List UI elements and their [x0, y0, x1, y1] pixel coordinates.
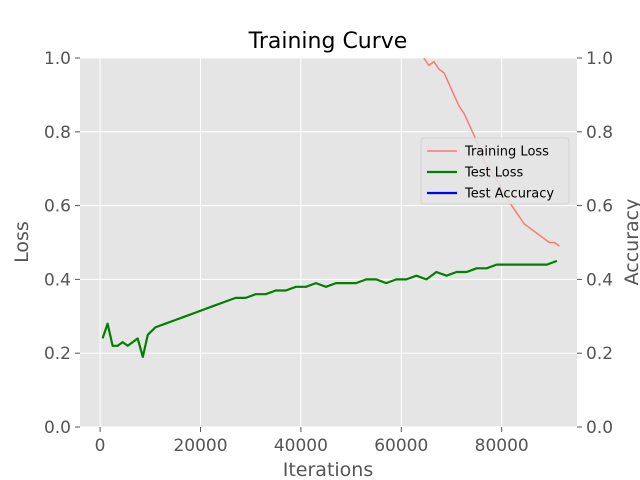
y2-tick-label: 1.0 — [586, 49, 613, 69]
plot-background — [80, 58, 577, 427]
y-tick-label: 0.2 — [44, 344, 71, 364]
x-tick-label: 20000 — [173, 436, 227, 456]
chart-title: Training Curve — [248, 29, 408, 54]
legend-box — [420, 137, 570, 205]
y-tick-label: 0.6 — [44, 197, 71, 217]
legend: Training Loss Test Loss Test Accuracy — [420, 137, 570, 205]
y-tick-label: 0.4 — [44, 270, 71, 290]
legend-entries: Training Loss Test Loss Test Accuracy — [427, 145, 554, 202]
y2-tick-label: 0.0 — [586, 418, 613, 438]
x-tick-label: 80000 — [475, 436, 529, 456]
y2-tick-label: 0.2 — [586, 344, 613, 364]
y2-axis-ticks: 0.0 0.2 0.4 0.6 0.8 1.0 — [577, 49, 613, 438]
y2-tick-label: 0.8 — [586, 123, 613, 143]
y-tick-label: 0.8 — [44, 123, 71, 143]
legend-label-training-loss: Training Loss — [464, 145, 549, 160]
y2-tick-label: 0.6 — [586, 197, 613, 217]
x-tick-label: 40000 — [274, 436, 328, 456]
series-line-test-loss — [101, 259, 558, 358]
y-tick-label: 1.0 — [44, 49, 71, 69]
legend-label-test-loss: Test Loss — [464, 166, 523, 181]
y-axis-title: Loss — [11, 221, 33, 263]
x-axis-ticks: 0 20000 40000 60000 80000 — [95, 427, 529, 456]
y2-tick-label: 0.4 — [586, 270, 613, 290]
y-tick-label: 0.0 — [44, 418, 71, 438]
grid-lines — [80, 57, 577, 428]
y2-axis-title: Accuracy — [621, 199, 640, 286]
x-axis-title: Iterations — [283, 459, 374, 480]
x-tick-label: 0 — [95, 436, 106, 456]
y-axis-ticks: 0.0 0.2 0.4 0.6 0.8 1.0 — [44, 49, 80, 438]
x-tick-label: 60000 — [374, 436, 428, 456]
legend-label-test-accuracy: Test Accuracy — [464, 187, 554, 202]
